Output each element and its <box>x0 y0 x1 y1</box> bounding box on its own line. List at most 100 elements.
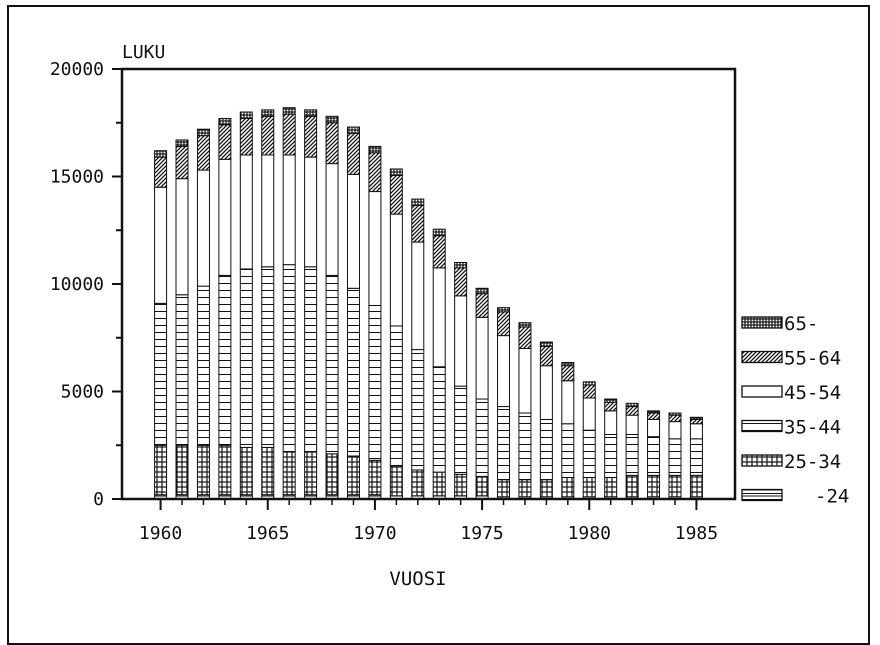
bar-segment-2534-1976 <box>497 479 511 498</box>
bar-segment-4554-1972 <box>411 241 425 351</box>
bar-segment-4554-1960 <box>154 186 168 304</box>
bar-segment-4554-1973 <box>432 267 446 368</box>
bar-segment-5564-1979 <box>561 365 575 382</box>
bar-segment-4554-1984 <box>668 421 682 440</box>
bar-segment-3544-1970 <box>368 305 382 461</box>
bar-segment-2534-1975 <box>475 475 489 497</box>
bar-segment-4554-1971 <box>389 213 403 327</box>
bar-segment-3544-1976 <box>497 406 511 481</box>
bar-segment-65-1985 <box>689 416 703 420</box>
y-tick-label: 5000 <box>61 382 104 403</box>
bar-segment-65-1963 <box>218 117 232 126</box>
legend-item-3544: 35-44 <box>741 417 841 439</box>
bar-segment-65-1966 <box>282 107 296 115</box>
bar-segment-3544-1981 <box>604 434 618 478</box>
bar-segment-3544-1968 <box>325 274 339 455</box>
legend-label: 35-44 <box>784 417 841 439</box>
bar-segment-4554-1967 <box>304 156 318 268</box>
bar-segment-3544-1983 <box>647 436 661 476</box>
bar-segment-65-1983 <box>647 410 661 414</box>
bar-segment-3544-1984 <box>668 438 682 476</box>
bar-segment-4554-1977 <box>518 348 532 414</box>
bar-segment-5564-1980 <box>582 384 596 399</box>
bar-segment-2534-1971 <box>389 465 403 497</box>
bar-segment-65-1975 <box>475 287 489 295</box>
bar-segment-5564-1968 <box>325 122 339 165</box>
bar-segment-5564-1981 <box>604 401 618 412</box>
bar-segment-2534-1961 <box>175 444 189 496</box>
bar-segment-2534-1983 <box>647 474 661 498</box>
bar-segment-4554-1968 <box>325 163 339 276</box>
bar-segment-4554-1978 <box>539 365 553 420</box>
legend-swatch <box>741 488 783 502</box>
legend-item-65: 65- <box>741 313 818 335</box>
bar-segment-2534-1964 <box>239 446 253 496</box>
bar-segment-2534-1972 <box>411 469 425 497</box>
bar-segment-4554-1964 <box>239 154 253 270</box>
legend-swatch <box>741 350 783 364</box>
x-tick-label: 1960 <box>139 523 182 544</box>
bar-segment-5564-1975 <box>475 293 489 318</box>
bar-segment-4554-1963 <box>218 158 232 276</box>
y-tick-label: 15000 <box>50 167 104 188</box>
legend-swatch <box>741 419 783 433</box>
legend-swatch <box>741 316 783 329</box>
bar-segment-65-1971 <box>389 168 403 176</box>
bar-segment-4554-1976 <box>497 335 511 408</box>
bar-segment-65-1982 <box>625 402 639 408</box>
bar-segment-5564-1982 <box>625 406 639 416</box>
bar-segment-65-1961 <box>175 139 189 147</box>
bar-segment-65-1972 <box>411 198 425 207</box>
bar-segment-2534-1965 <box>261 446 275 496</box>
bar-segment-5564-1962 <box>196 135 210 171</box>
legend-item-2534: 25-34 <box>741 451 841 473</box>
bar-segment-4554-1979 <box>561 380 575 425</box>
legend-item-5564: 55-64 <box>741 348 841 370</box>
bar-segment-4554-1982 <box>625 414 639 435</box>
bar-segment-65-1973 <box>432 228 446 237</box>
x-tick-label: 1975 <box>460 523 503 544</box>
legend: 65- 55-64 45-54 35-44 25-34 -24 <box>741 313 849 508</box>
legend-label: 55-64 <box>784 348 841 370</box>
bar-segment-4554-1962 <box>196 169 210 287</box>
bar-segment-5564-1969 <box>346 133 360 175</box>
bar-segment-2534-1984 <box>668 474 682 498</box>
bar-segment-65-1981 <box>604 398 618 403</box>
bar-segment-2534-1970 <box>368 459 382 496</box>
bar-segment-3544-1971 <box>389 325 403 467</box>
bar-segment-2534-1963 <box>218 444 232 496</box>
bar-segment-3544-1982 <box>625 434 639 476</box>
bar-segment-5564-1978 <box>539 345 553 367</box>
bar-segment-2534-1977 <box>518 479 532 498</box>
bar-segment-3544-1977 <box>518 412 532 481</box>
bar-segment-5564-1973 <box>432 235 446 269</box>
bar-segment-3544-1973 <box>432 366 446 473</box>
x-tick-label: 1965 <box>246 523 289 544</box>
bar-segment-4554-1983 <box>647 418 661 438</box>
bar-segment-3544-1961 <box>175 294 189 446</box>
bar-segment-5564-1965 <box>261 115 275 156</box>
x-axis: 1960 1965 1970 1975 1980 1985 <box>139 499 718 544</box>
bar-segment-5564-1974 <box>454 267 468 297</box>
bar-segment-3544-1969 <box>346 287 360 457</box>
bar-segment-2534-1982 <box>625 474 639 498</box>
bar-segment-4554-1974 <box>454 295 468 387</box>
bar-segment-5564-1976 <box>497 311 511 337</box>
bar-segment-2534-1967 <box>304 451 318 496</box>
bar-segment-65-1965 <box>261 109 275 117</box>
bar-segment-2534-1985 <box>689 474 703 498</box>
bar-segment-5564-1984 <box>668 414 682 423</box>
bar-segment-65-1967 <box>304 109 318 117</box>
legend-label: 65- <box>784 313 818 335</box>
bar-segment-2534-1980 <box>582 477 596 498</box>
legend-item-24: -24 <box>741 486 849 508</box>
x-tick-label: 1970 <box>353 523 396 544</box>
bar-segment-5564-1977 <box>518 326 532 349</box>
bar-segment-4554-1969 <box>346 173 360 289</box>
bar-segment-4554-1980 <box>582 397 596 431</box>
bar-segment-2534-1978 <box>539 479 553 498</box>
bar-segment-65-1979 <box>561 361 575 367</box>
bar-segment-5564-1971 <box>389 174 403 215</box>
x-axis-label: VUOSI <box>389 568 446 590</box>
bar-segment-4554-1966 <box>282 154 296 266</box>
